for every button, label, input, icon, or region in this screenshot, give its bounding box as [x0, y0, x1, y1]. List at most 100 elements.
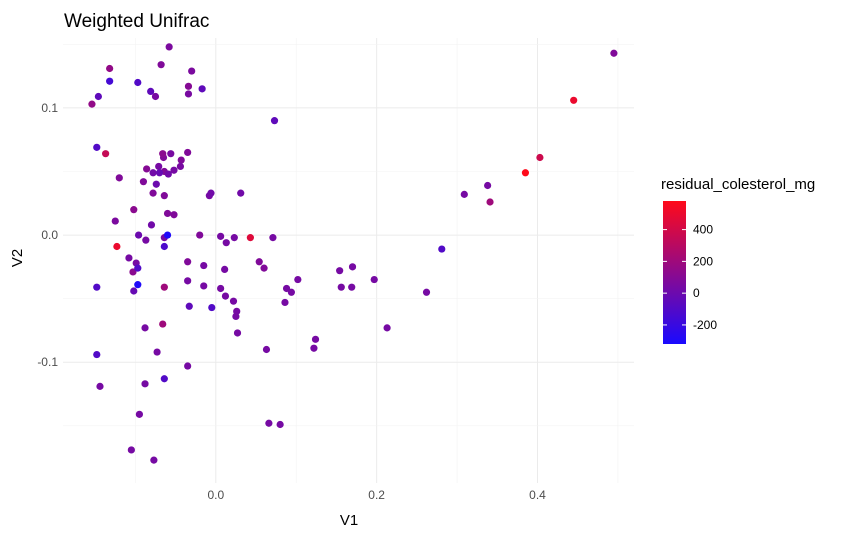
data-point	[570, 96, 578, 104]
data-point	[438, 245, 446, 253]
data-point	[521, 169, 530, 177]
data-point	[143, 165, 151, 173]
data-point	[230, 234, 238, 242]
data-point	[160, 283, 168, 291]
data-point	[486, 198, 494, 206]
data-point	[96, 382, 104, 390]
data-point	[200, 282, 208, 290]
data-point	[270, 117, 279, 125]
data-point	[348, 263, 357, 271]
data-point	[208, 303, 216, 312]
colorbar-tick-label: 400	[693, 223, 713, 237]
y-tick-label: -0.1	[37, 355, 58, 369]
data-point	[153, 348, 161, 356]
data-point	[142, 236, 150, 244]
legend-title: residual_colesterol_mg	[661, 176, 815, 193]
data-point	[134, 264, 142, 272]
data-point	[294, 275, 302, 284]
data-point	[184, 277, 192, 285]
data-point	[221, 292, 230, 300]
x-tick-label: 0.4	[529, 488, 546, 502]
data-point	[134, 231, 143, 239]
data-point	[160, 375, 168, 383]
data-point	[164, 170, 172, 178]
chart-title: Weighted Unifrac	[64, 11, 209, 32]
data-point	[217, 232, 225, 240]
color-legend: residual_colesterol_mg -200 0 200 400	[661, 176, 815, 344]
data-point	[113, 242, 121, 251]
data-point	[222, 239, 230, 247]
data-point	[93, 350, 101, 359]
data-point	[115, 174, 123, 182]
data-point	[170, 166, 178, 174]
data-point	[536, 153, 544, 162]
colorbar-ticks: -200 0 200 400	[663, 223, 717, 332]
data-point	[281, 298, 289, 307]
data-point	[134, 78, 142, 87]
colorbar-tick-label: 200	[693, 254, 713, 268]
x-tick-label: 0.0	[207, 488, 224, 502]
data-point	[130, 287, 138, 295]
data-point	[184, 90, 193, 98]
data-point	[151, 92, 160, 101]
data-point	[196, 231, 204, 239]
data-point	[311, 335, 320, 343]
data-point	[160, 242, 168, 251]
data-point	[217, 284, 225, 293]
data-point	[184, 82, 193, 90]
data-point	[233, 329, 242, 337]
data-point	[232, 312, 240, 321]
data-point	[135, 410, 144, 418]
grid-lines	[63, 38, 634, 483]
data-point	[159, 320, 167, 328]
data-point	[134, 281, 142, 289]
data-point	[130, 206, 138, 214]
colorbar-tick-label: -200	[693, 318, 717, 332]
colorbar	[663, 201, 686, 344]
data-point	[170, 211, 178, 219]
data-point	[176, 162, 185, 171]
data-point	[184, 258, 192, 266]
x-tick-label: 0.2	[368, 488, 385, 502]
data-point	[337, 283, 345, 291]
data-point	[106, 64, 114, 73]
data-point	[265, 419, 273, 427]
data-point	[246, 234, 254, 242]
data-point	[149, 189, 157, 197]
data-point	[127, 446, 135, 454]
data-point	[269, 234, 277, 242]
data-point	[102, 150, 110, 158]
data-point	[155, 169, 164, 177]
data-point	[282, 284, 291, 293]
data-point	[184, 362, 192, 370]
data-point	[141, 324, 149, 332]
data-point	[93, 283, 101, 291]
data-point	[237, 189, 245, 197]
data-point	[287, 288, 295, 296]
data-point	[229, 297, 238, 305]
data-point	[111, 217, 119, 225]
data-point	[165, 43, 173, 51]
data-point	[460, 190, 468, 198]
data-point	[152, 180, 160, 188]
data-point	[163, 231, 172, 239]
data-point	[198, 85, 206, 93]
y-tick-label: 0.0	[41, 228, 58, 242]
data-point	[422, 288, 431, 296]
data-point	[383, 324, 391, 332]
data-point	[163, 209, 172, 218]
data-point	[260, 264, 268, 272]
data-point	[149, 169, 157, 177]
data-point	[221, 265, 229, 273]
data-point	[255, 258, 263, 266]
data-point	[125, 254, 133, 262]
data-point	[157, 61, 165, 69]
data-point	[336, 267, 344, 275]
data-point	[141, 380, 149, 388]
data-point	[177, 156, 185, 164]
data-point	[129, 268, 137, 276]
data-point	[310, 344, 318, 352]
data-point	[188, 67, 196, 75]
data-point	[185, 302, 193, 310]
